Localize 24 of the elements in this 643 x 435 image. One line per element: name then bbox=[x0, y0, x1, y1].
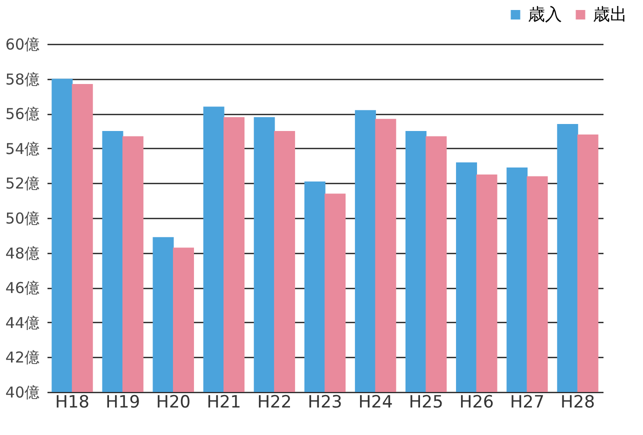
y-tick-label: 56億 bbox=[5, 105, 40, 124]
legend-label: 歳出 bbox=[593, 4, 627, 25]
legend-label: 歳入 bbox=[528, 4, 562, 25]
y-tick-label: 60億 bbox=[5, 36, 40, 54]
y-tick-label: 54億 bbox=[5, 140, 40, 158]
x-tick-label: H28 bbox=[560, 392, 595, 412]
y-tick-label: 42億 bbox=[5, 348, 40, 367]
x-tick-label: H22 bbox=[257, 392, 292, 412]
y-tick-label: 46億 bbox=[5, 279, 40, 298]
x-tick-label: H18 bbox=[55, 392, 90, 412]
x-tick-label: H27 bbox=[510, 392, 544, 412]
x-tick-label: H26 bbox=[459, 392, 494, 412]
y-tick-label: 48億 bbox=[5, 244, 40, 262]
y-tick-label: 52億 bbox=[5, 174, 40, 193]
x-tick-label: H24 bbox=[358, 392, 393, 412]
x-tick-label: H19 bbox=[106, 392, 140, 412]
y-tick-label: 58億 bbox=[5, 70, 40, 88]
y-tick-label: 44億 bbox=[5, 314, 40, 332]
x-tick-label: H20 bbox=[156, 392, 191, 412]
y-tick-label: 40億 bbox=[5, 384, 40, 402]
x-tick-label: H23 bbox=[308, 392, 342, 412]
x-tick-label: H25 bbox=[408, 392, 444, 412]
x-tick-label: H21 bbox=[206, 392, 242, 412]
y-tick-label: 50億 bbox=[5, 210, 40, 228]
